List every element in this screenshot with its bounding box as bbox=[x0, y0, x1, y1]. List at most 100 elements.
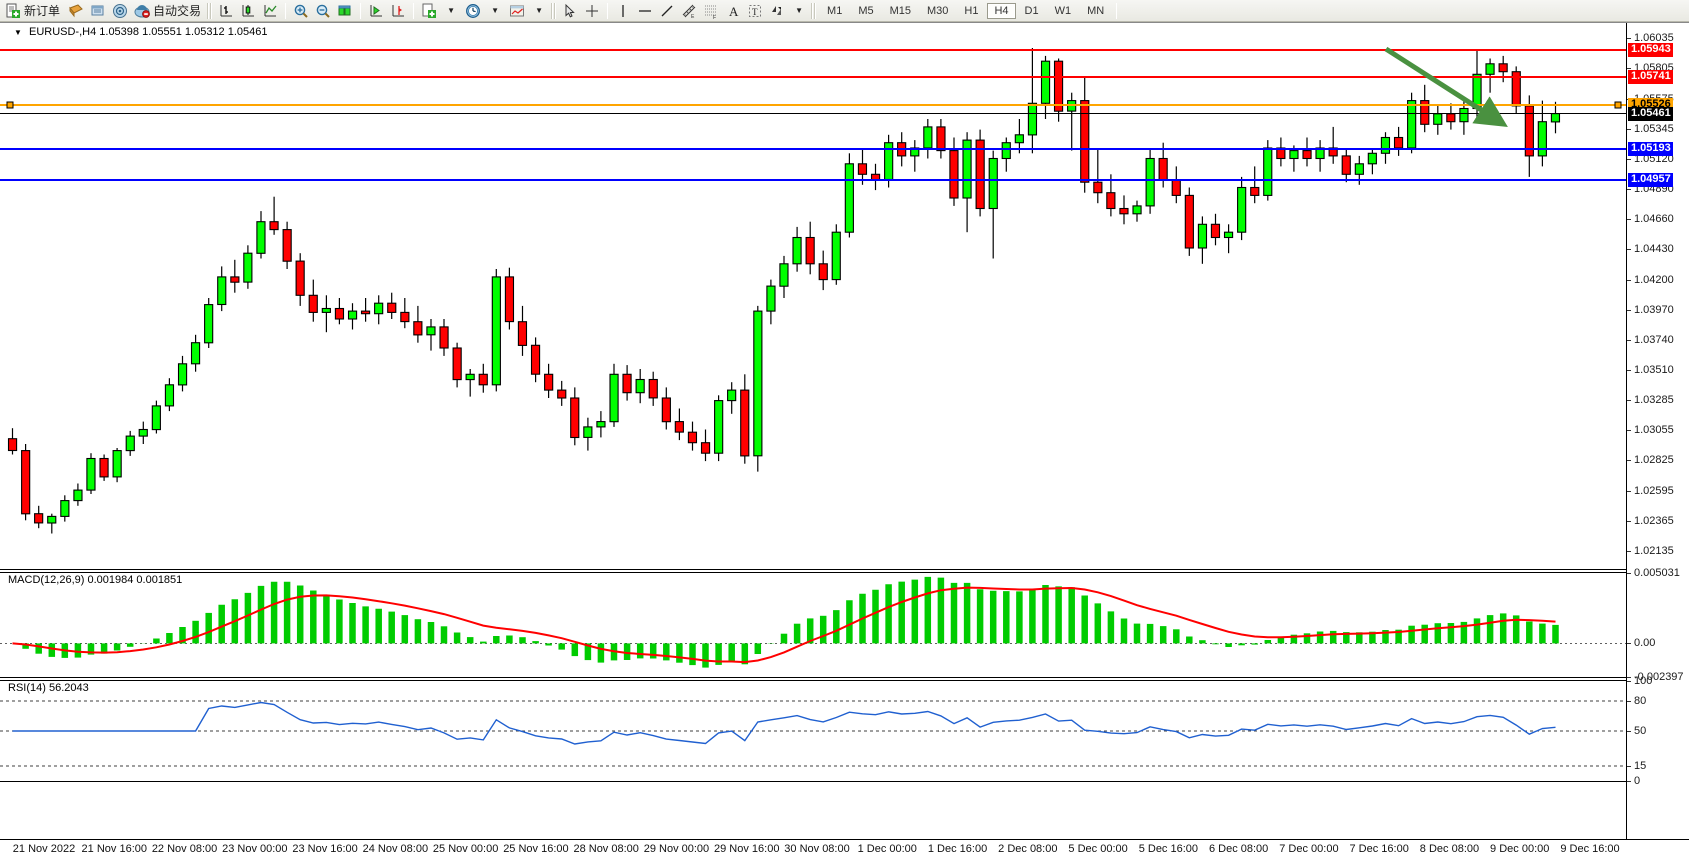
fibonacci-icon: F bbox=[703, 3, 719, 19]
time-label: 29 Nov 00:00 bbox=[643, 843, 710, 855]
new-order-label: 新订单 bbox=[24, 4, 61, 18]
time-label: 5 Dec 00:00 bbox=[1068, 843, 1128, 855]
expert-advisor-icon bbox=[68, 3, 84, 19]
macd-pane[interactable]: MACD(12,26,9) 0.001984 0.001851 bbox=[0, 573, 1626, 677]
crosshair-button[interactable] bbox=[582, 1, 602, 21]
time-label: 29 Nov 16:00 bbox=[714, 843, 780, 855]
period-dropdown[interactable]: ▼ bbox=[491, 6, 499, 15]
price-tick: 1.03055 bbox=[1627, 424, 1674, 436]
auto-scroll-icon bbox=[368, 3, 384, 19]
price-tick: 1.02135 bbox=[1627, 545, 1674, 557]
new-order-icon bbox=[5, 3, 21, 19]
cursor-icon bbox=[562, 3, 578, 19]
main-toolbar: 新订单 bbox=[0, 0, 1689, 22]
level-line-support-1[interactable] bbox=[0, 147, 1626, 150]
vertical-line-button[interactable] bbox=[613, 1, 633, 21]
level-handle[interactable] bbox=[6, 101, 14, 109]
chart-shift-end-icon bbox=[390, 3, 406, 19]
rsi-tick: 15 bbox=[1627, 760, 1646, 772]
data-window-button[interactable] bbox=[88, 1, 108, 21]
chart-shift-end-button[interactable] bbox=[388, 1, 408, 21]
rsi-pane-border bbox=[0, 781, 1626, 782]
templates-button[interactable] bbox=[507, 1, 527, 21]
period-button[interactable] bbox=[463, 1, 483, 21]
arrows-button[interactable] bbox=[767, 1, 787, 21]
time-axis[interactable]: 21 Nov 2022 21 Nov 16:00 22 Nov 08:00 23 No… bbox=[0, 839, 1689, 857]
level-line-current-price[interactable] bbox=[0, 112, 1626, 114]
time-label: 24 Nov 08:00 bbox=[362, 843, 429, 855]
timeframe-w1[interactable]: W1 bbox=[1054, 4, 1072, 17]
fibonacci-button[interactable]: F bbox=[701, 1, 721, 21]
timeframe-m1[interactable]: M1 bbox=[827, 4, 843, 17]
price-tick: 1.04660 bbox=[1627, 213, 1674, 225]
time-label: 1 Dec 16:00 bbox=[927, 843, 988, 855]
chart-frame[interactable]: ▼ ▼ EURUSD-,H4 1.05398 1.05551 1.05312 1… bbox=[0, 22, 1689, 857]
timeframe-m15[interactable]: M15 bbox=[889, 4, 911, 17]
candlestick-chart-button[interactable] bbox=[238, 1, 258, 21]
price-tick: 1.03970 bbox=[1627, 304, 1674, 316]
timeframe-mn[interactable]: MN bbox=[1087, 4, 1105, 17]
macd-tick: 0.005031 bbox=[1627, 567, 1680, 579]
signals-button[interactable] bbox=[110, 1, 130, 21]
macd-tick: -0.002397 bbox=[1627, 671, 1684, 683]
new-chart-button[interactable] bbox=[419, 1, 439, 21]
text-label-button[interactable]: T bbox=[745, 1, 765, 21]
level-line-support-2[interactable] bbox=[0, 178, 1626, 181]
level-line-resistance-2[interactable] bbox=[0, 49, 1626, 52]
svg-text:F: F bbox=[713, 15, 716, 19]
toolbar-grip[interactable] bbox=[207, 2, 213, 19]
price-scale[interactable]: 1.060351.058051.055751.053451.051201.048… bbox=[1626, 23, 1689, 839]
macd-pane-border bbox=[0, 677, 1626, 678]
horizontal-line-icon bbox=[637, 3, 653, 19]
timeframe-m5[interactable]: M5 bbox=[858, 4, 874, 17]
templates-dropdown[interactable]: ▼ bbox=[535, 6, 543, 15]
time-label: 2 Dec 08:00 bbox=[998, 843, 1058, 855]
down-arrow-annotation[interactable] bbox=[1368, 35, 1528, 145]
level-handle[interactable] bbox=[1614, 101, 1622, 109]
price-tag-resistance-1: 1.05741 bbox=[1628, 69, 1673, 84]
trendline-button[interactable] bbox=[657, 1, 677, 21]
line-chart-button[interactable] bbox=[260, 1, 280, 21]
toolbar-grip-3[interactable] bbox=[811, 2, 817, 19]
chart-dropdown-arrow[interactable]: ▼ bbox=[14, 28, 22, 37]
text-label-icon: T bbox=[747, 3, 763, 19]
level-line-resistance-1[interactable] bbox=[0, 75, 1626, 78]
price-pane-border-2 bbox=[0, 572, 1626, 573]
time-label: 25 Nov 00:00 bbox=[432, 843, 499, 855]
timeframe-h4[interactable]: H4 bbox=[987, 2, 1016, 19]
zoom-in-button[interactable] bbox=[291, 1, 311, 21]
auto-trading-button[interactable]: 自动交易 bbox=[132, 1, 205, 21]
new-chart-dropdown[interactable]: ▼ bbox=[447, 6, 455, 15]
text-button[interactable]: A bbox=[723, 1, 743, 21]
auto-scroll-button[interactable] bbox=[366, 1, 386, 21]
trendline-icon bbox=[659, 3, 675, 19]
chart-shift-button[interactable] bbox=[335, 1, 355, 21]
price-tick: 1.03285 bbox=[1627, 394, 1674, 406]
equidistant-channel-button[interactable]: E bbox=[679, 1, 699, 21]
toolbar-separator-5 bbox=[1116, 2, 1118, 19]
rsi-tick: 100 bbox=[1627, 675, 1652, 687]
level-line-entry-level[interactable] bbox=[0, 104, 1626, 107]
horizontal-line-button[interactable] bbox=[635, 1, 655, 21]
rsi-pane[interactable]: RSI(14) 56.2043 bbox=[0, 681, 1626, 781]
toolbar-grip-2[interactable] bbox=[551, 2, 557, 19]
price-pane[interactable]: ▼ EURUSD-,H4 1.05398 1.05551 1.05312 1.0… bbox=[0, 23, 1626, 569]
symbol-ohlc-label: ▼ EURUSD-,H4 1.05398 1.05551 1.05312 1.0… bbox=[14, 26, 268, 38]
time-label: 7 Dec 00:00 bbox=[1279, 843, 1339, 855]
signals-icon bbox=[112, 3, 128, 19]
timeframe-h1[interactable]: H1 bbox=[964, 4, 979, 17]
arrows-dropdown[interactable]: ▼ bbox=[795, 6, 803, 15]
time-label: 30 Nov 08:00 bbox=[784, 843, 850, 855]
timeframe-d1[interactable]: D1 bbox=[1024, 4, 1039, 17]
timeframe-m30[interactable]: M30 bbox=[927, 4, 949, 17]
new-order-button[interactable]: 新订单 bbox=[3, 1, 64, 21]
zoom-out-button[interactable] bbox=[313, 1, 333, 21]
toolbar-separator-4 bbox=[607, 2, 609, 19]
time-label: 9 Dec 00:00 bbox=[1490, 843, 1550, 855]
time-label: 23 Nov 00:00 bbox=[222, 843, 288, 855]
cursor-button[interactable] bbox=[560, 1, 580, 21]
expert-advisor-button[interactable] bbox=[66, 1, 86, 21]
zoom-in-icon bbox=[293, 3, 309, 19]
time-label: 25 Nov 16:00 bbox=[503, 843, 569, 855]
bar-chart-button[interactable] bbox=[216, 1, 236, 21]
